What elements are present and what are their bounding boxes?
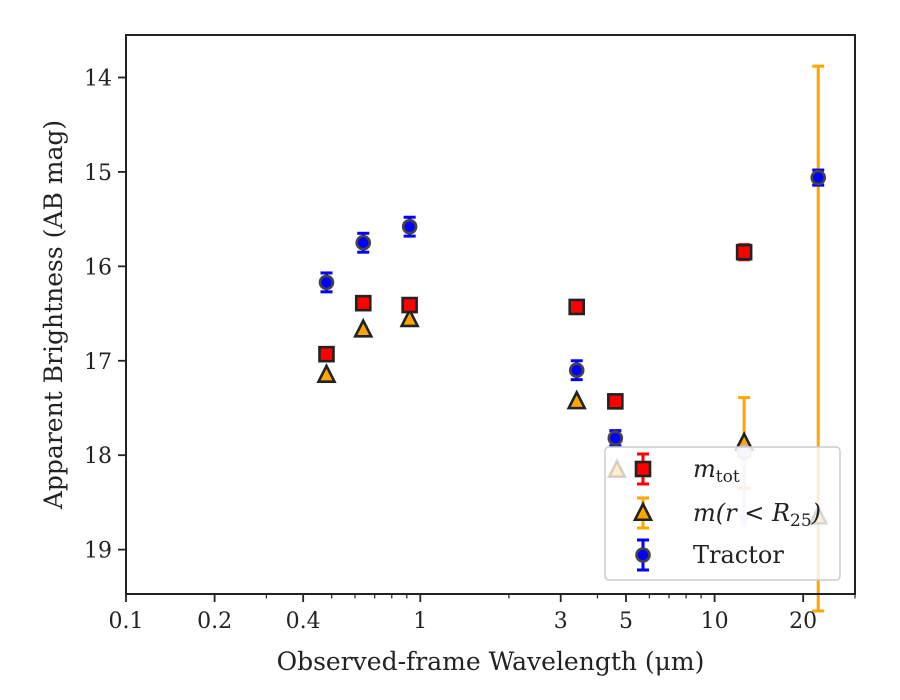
data-marker	[318, 274, 335, 291]
legend-entry: m(r < R25)	[632, 496, 821, 531]
data-marker	[568, 362, 585, 379]
legend-entry: Tractor	[635, 538, 784, 572]
x-tick-label: 0.1	[109, 609, 144, 634]
x-tick-label: 1	[413, 609, 427, 634]
x-tick-label: 10	[701, 609, 729, 634]
data-marker	[316, 363, 337, 383]
data-marker	[354, 294, 372, 312]
data-marker	[401, 218, 418, 235]
data-point-mtot	[401, 296, 418, 314]
data-point-mtot	[735, 243, 753, 262]
data-point-mtot	[354, 294, 372, 312]
data-marker	[810, 169, 827, 186]
x-tick-label: 0.2	[197, 609, 232, 634]
data-point-tractor	[401, 215, 418, 238]
legend: mtot m(r < R25) Tractor	[604, 446, 841, 581]
data-point-mtot	[607, 393, 624, 410]
legend-marker	[632, 501, 654, 522]
legend-box	[604, 446, 841, 581]
legend-marker	[634, 460, 652, 478]
data-point-mr25	[316, 363, 337, 383]
data-marker	[318, 345, 335, 363]
data-point-tractor	[568, 359, 585, 382]
x-tick-label: 20	[789, 609, 817, 634]
x-axis-label: Observed-frame Wavelength (μm)	[277, 647, 705, 676]
data-marker	[568, 298, 586, 316]
y-axis-label: Apparent Brightness (AB mag)	[39, 120, 68, 510]
y-tick-label: 15	[84, 161, 112, 186]
data-point-mtot	[318, 345, 335, 363]
data-point-mtot	[568, 298, 586, 316]
series-mtot	[318, 243, 753, 410]
y-tick-label: 14	[84, 66, 112, 91]
data-marker	[353, 317, 374, 338]
legend-marker	[635, 547, 651, 563]
legend-label: Tractor	[693, 541, 784, 569]
data-point-tractor	[355, 231, 372, 254]
data-marker	[735, 243, 753, 261]
x-tick-label: 5	[619, 609, 633, 634]
axes: 0.1 0.2 0.4 1 3 5 10 20 14 15 16 17 18 19	[84, 34, 856, 634]
data-point-tractor	[318, 271, 335, 294]
data-point-tractor	[607, 429, 624, 448]
data-marker	[355, 234, 372, 251]
data-point-mr25	[353, 317, 374, 338]
data-point-mr25	[399, 307, 420, 328]
legend-label: mtot	[693, 455, 740, 487]
legend-artifact-marker	[606, 458, 628, 479]
x-tick-label: 3	[554, 609, 568, 634]
y-tick-label: 18	[84, 444, 112, 469]
plot-frame	[125, 34, 856, 595]
x-tick-label: 0.4	[286, 609, 321, 634]
data-marker	[399, 307, 420, 328]
y-tick-label: 16	[84, 255, 112, 280]
data-marker	[401, 296, 418, 314]
data-point-mr25	[566, 389, 587, 410]
data-marker	[607, 430, 624, 446]
y-tick-label: 17	[84, 350, 112, 375]
data-point-tractor	[810, 168, 827, 187]
data-marker	[566, 389, 587, 410]
legend-entry: mtot	[634, 452, 740, 487]
y-tick-label: 19	[84, 539, 112, 564]
legend-label: m(r < R25)	[693, 499, 821, 531]
data-marker	[607, 393, 624, 410]
